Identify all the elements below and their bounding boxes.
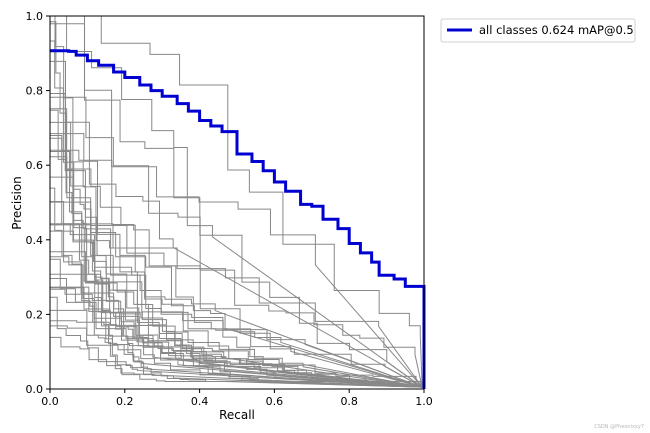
class-pr-curve xyxy=(50,15,423,388)
class-pr-curve xyxy=(50,109,423,388)
legend-label-all-classes: all classes 0.624 mAP@0.5 xyxy=(479,23,634,37)
class-pr-curve xyxy=(50,108,423,388)
x-axis-label: Recall xyxy=(219,408,255,422)
y-tick-label: 0.4 xyxy=(26,234,44,247)
x-tick-label: 0.6 xyxy=(266,395,284,408)
x-tick-label: 1.0 xyxy=(415,395,433,408)
legend: all classes 0.624 mAP@0.5 xyxy=(440,18,636,43)
y-axis: 0.0 0.2 0.4 0.6 0.8 1.0 xyxy=(26,10,50,396)
class-pr-curve xyxy=(50,201,423,388)
x-tick-label: 0.8 xyxy=(340,395,358,408)
per-class-curves xyxy=(50,15,423,388)
x-tick-label: 0.4 xyxy=(191,395,209,408)
class-pr-curve xyxy=(50,15,423,388)
x-tick-label: 0.0 xyxy=(41,395,59,408)
x-axis: 0.0 0.2 0.4 0.6 0.8 1.0 xyxy=(41,389,433,408)
class-pr-curve xyxy=(50,258,423,388)
class-pr-curve xyxy=(50,150,423,388)
plot-frame xyxy=(49,15,425,390)
all-classes-curve xyxy=(50,49,426,389)
y-tick-label: 0.6 xyxy=(26,159,44,172)
class-pr-curve xyxy=(50,320,423,388)
class-pr-curve xyxy=(50,23,423,388)
class-pr-curve xyxy=(50,96,423,388)
x-tick-label: 0.2 xyxy=(116,395,134,408)
y-tick-label: 0.0 xyxy=(26,383,44,396)
class-pr-curve xyxy=(50,60,423,388)
class-pr-curve xyxy=(50,223,423,388)
class-pr-curve xyxy=(50,309,423,388)
class-pr-curve xyxy=(50,230,423,388)
y-tick-label: 0.8 xyxy=(26,85,44,98)
class-pr-curve xyxy=(50,336,423,388)
class-pr-curve xyxy=(50,133,423,388)
class-pr-curve xyxy=(50,21,423,388)
class-pr-curve xyxy=(50,256,423,388)
class-pr-curve xyxy=(50,223,423,388)
class-pr-curve xyxy=(50,278,423,388)
class-pr-curve xyxy=(50,187,423,388)
class-pr-curve xyxy=(50,273,423,388)
class-pr-curve xyxy=(50,15,423,388)
series-line-all-classes xyxy=(50,49,426,389)
class-pr-curve xyxy=(50,149,423,388)
y-tick-label: 1.0 xyxy=(26,10,44,23)
class-pr-curve xyxy=(50,296,423,388)
legend-box xyxy=(440,18,636,43)
y-tick-label: 0.2 xyxy=(26,308,44,321)
watermark: CSDN @Pheonixxy7 xyxy=(594,424,644,430)
y-axis-label: Precision xyxy=(10,176,24,230)
